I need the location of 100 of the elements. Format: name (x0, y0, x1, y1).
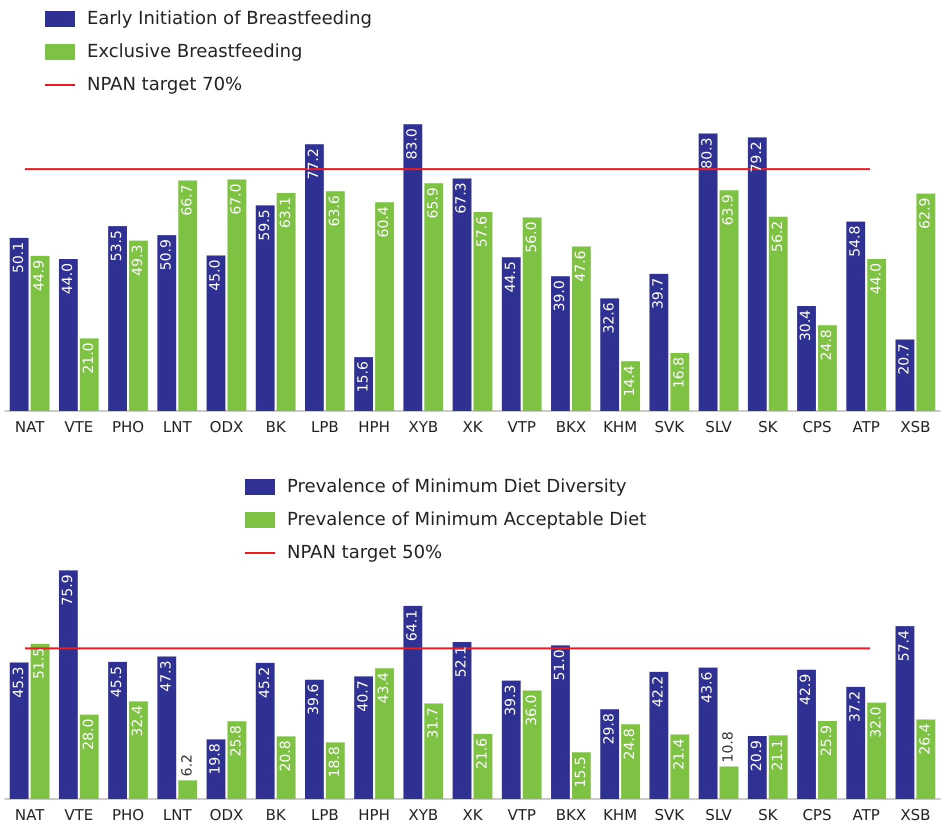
bar (129, 701, 148, 799)
data-label: 21.0 (80, 342, 97, 374)
bar (108, 662, 127, 799)
data-label: 32.0 (868, 706, 884, 738)
data-label: 79.2 (748, 141, 765, 172)
bar (227, 179, 246, 411)
bar (157, 235, 176, 411)
data-label: 20.9 (748, 740, 765, 772)
data-label: 21.4 (671, 738, 688, 770)
x-tick-label: SVK (654, 418, 686, 436)
x-tick-label: BK (266, 418, 287, 436)
bar (58, 258, 78, 411)
data-label: 62.9 (917, 198, 934, 229)
data-label: 56.0 (524, 221, 540, 253)
x-tick-label: KHM (603, 418, 638, 436)
bar (80, 714, 99, 799)
data-label: 45.0 (208, 260, 224, 291)
x-tick-label: VTE (64, 806, 94, 824)
data-label: 67.3 (454, 182, 470, 214)
bar (452, 642, 472, 799)
bar (227, 721, 246, 799)
data-label: 20.8 (278, 740, 294, 772)
data-label: 75.9 (60, 574, 76, 606)
bar (305, 680, 324, 799)
data-label: 40.7 (355, 680, 372, 712)
bar (846, 686, 866, 799)
x-tick-label: HPH (358, 418, 390, 436)
data-label: 26.4 (917, 723, 934, 755)
bar (502, 257, 521, 411)
data-label: 63.1 (278, 196, 294, 228)
bar (375, 202, 394, 411)
data-label: 57.4 (896, 630, 913, 662)
bar (600, 709, 620, 799)
data-label: 20.7 (896, 343, 913, 375)
data-label: 32.6 (601, 302, 618, 334)
bar (256, 662, 275, 799)
bar (10, 662, 29, 799)
data-label: 77.2 (306, 148, 322, 180)
bar (326, 191, 345, 411)
legend-label: Prevalence of Minimum Diet Diversity (287, 476, 626, 497)
bar (768, 735, 788, 799)
data-label: 50.9 (158, 239, 174, 270)
bar (797, 306, 816, 411)
bar (867, 702, 886, 799)
bar (867, 258, 886, 411)
x-tick-label: PHO (112, 806, 144, 824)
bar (30, 256, 50, 411)
x-tick-label: SK (758, 806, 779, 824)
bar (551, 645, 570, 799)
bar (818, 720, 837, 799)
data-label: 44.0 (868, 262, 884, 294)
data-label: 19.8 (208, 743, 224, 775)
x-tick-label: BKX (556, 418, 586, 436)
bar (305, 144, 324, 411)
x-tick-label: BKX (556, 806, 586, 824)
data-label: 31.7 (425, 708, 442, 739)
data-label: 51.0 (552, 649, 568, 681)
bar (108, 226, 127, 411)
bar (572, 246, 591, 411)
data-label: 29.8 (601, 713, 618, 744)
bar (846, 222, 866, 411)
data-label: 52.1 (454, 646, 470, 678)
x-tick-label: KHM (603, 806, 638, 824)
data-label: 16.8 (671, 356, 688, 388)
data-label: 45.3 (10, 666, 27, 698)
data-label: 54.8 (847, 226, 864, 257)
bar (276, 192, 296, 411)
data-label: 37.2 (847, 690, 864, 722)
data-label: 44.5 (502, 261, 519, 292)
data-label: 42.9 (798, 674, 814, 705)
bar (424, 704, 444, 799)
bar (522, 690, 542, 799)
x-tick-label: XSB (900, 418, 930, 436)
x-tick-label: SLV (705, 418, 733, 436)
data-label: 43.4 (376, 672, 392, 704)
data-label: 39.7 (650, 278, 667, 309)
bar (916, 719, 936, 799)
data-label: 65.9 (425, 187, 442, 218)
bar (720, 766, 738, 799)
x-tick-label: CPS (802, 806, 832, 824)
data-label: 50.1 (10, 242, 27, 274)
bar (129, 240, 148, 411)
x-tick-label: XSB (900, 806, 930, 824)
x-tick-label: BK (266, 806, 287, 824)
bar (600, 298, 620, 411)
bar (649, 672, 668, 799)
data-label: 63.6 (326, 195, 343, 226)
bar (720, 190, 738, 411)
x-tick-label: VTP (507, 806, 536, 824)
bar (474, 212, 492, 411)
bar (206, 256, 226, 411)
bar (30, 644, 50, 799)
x-tick-label: SK (758, 418, 779, 436)
data-label: 28.0 (80, 718, 97, 750)
bar (375, 668, 394, 799)
bar (474, 734, 492, 799)
x-tick-label: ATP (852, 418, 880, 436)
data-label: 60.4 (376, 206, 392, 238)
x-tick-label: PHO (112, 418, 144, 436)
bar (649, 274, 668, 411)
